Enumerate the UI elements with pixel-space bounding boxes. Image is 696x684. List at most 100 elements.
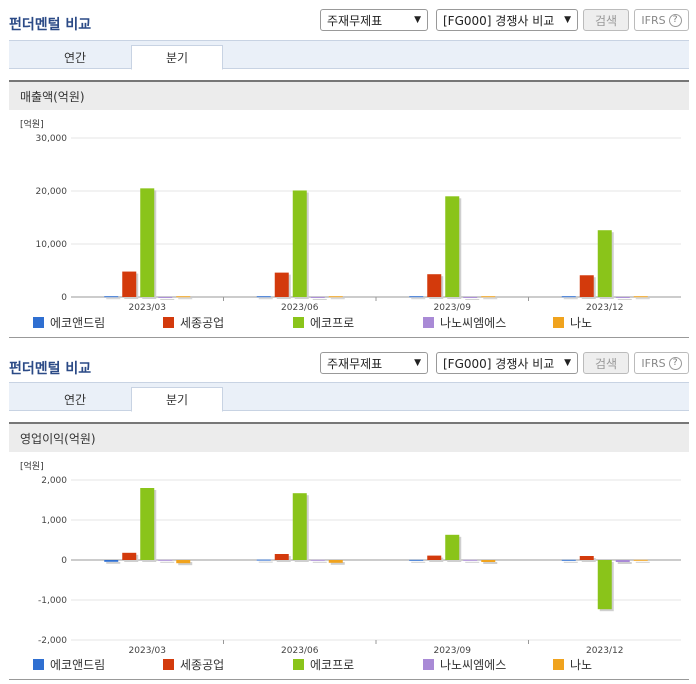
y-tick-label: 0 <box>61 293 67 303</box>
bar <box>176 296 191 298</box>
fundamental-panel-operating-income: 펀더멘털 비교 주재무제표 ▼ [FG000] 경쟁사 비교 ▼ 검색 IFRS… <box>0 342 696 684</box>
peer-select-value: [FG000] 경쟁사 비교 <box>443 356 555 371</box>
peer-select[interactable]: [FG000] 경쟁사 비교 ▼ <box>436 352 578 374</box>
legend-item[interactable]: 나노 <box>529 313 659 331</box>
bar <box>597 230 612 297</box>
legend-item[interactable]: 나노 <box>529 655 659 673</box>
metric-header: 매출액(억원) <box>9 80 689 110</box>
bar <box>633 559 648 561</box>
legend-swatch <box>423 316 434 328</box>
bar-shadow <box>160 298 175 300</box>
legend-label: 에코앤드림 <box>50 315 106 330</box>
bar-shadow <box>563 298 578 300</box>
bar-shadow <box>160 561 175 563</box>
search-button[interactable]: 검색 <box>583 9 629 31</box>
ifrs-help-button[interactable]: IFRS ? <box>634 9 689 31</box>
bar-shadow <box>330 298 345 300</box>
ifrs-label: IFRS <box>641 13 666 27</box>
tab-quarterly[interactable]: 분기 <box>131 45 223 70</box>
tab-quarterly[interactable]: 분기 <box>131 387 223 412</box>
ifrs-label: IFRS <box>641 356 666 370</box>
bar <box>561 296 576 298</box>
bar-shadow <box>178 298 193 300</box>
bar <box>104 560 119 562</box>
y-tick-label: -2,000 <box>38 636 67 646</box>
period-tabs: 연간 분기 <box>9 382 689 412</box>
bar <box>597 560 612 610</box>
bar <box>633 296 648 298</box>
bar <box>579 556 594 560</box>
legend-swatch <box>33 316 44 328</box>
bar-shadow <box>465 298 480 300</box>
bar <box>104 296 119 298</box>
panel-title: 펀더멘털 비교 <box>9 361 92 377</box>
chevron-down-icon: ▼ <box>414 358 421 368</box>
legend-item[interactable]: 세종공업 <box>139 655 269 673</box>
bar <box>445 196 460 297</box>
chart-legend: 에코앤드림 세종공업 에코프로 나노씨엠에스 나노 <box>9 655 689 673</box>
x-tick-label: 2023/12 <box>586 303 623 313</box>
bar <box>579 275 594 297</box>
legend-swatch <box>553 316 564 328</box>
y-tick-label: -1,000 <box>38 596 67 606</box>
legend-item[interactable]: 나노씨엠에스 <box>399 313 529 331</box>
bar <box>158 296 173 298</box>
y-tick-label: 10,000 <box>36 240 68 250</box>
bar <box>409 559 424 561</box>
bar-shadow <box>635 298 650 300</box>
bar <box>481 560 496 562</box>
peer-select[interactable]: [FG000] 경쟁사 비교 ▼ <box>436 9 578 31</box>
legend-item[interactable]: 에코프로 <box>269 655 399 673</box>
bar <box>256 559 271 561</box>
bar <box>176 560 191 564</box>
legend-item[interactable]: 에코앤드림 <box>9 313 139 331</box>
metric-label: 매출액(억원) <box>20 89 85 104</box>
legend-item[interactable]: 세종공업 <box>139 313 269 331</box>
operating-income-bar-chart: [억원] -2,000 -1,000 0 1,000 2,000 2023/03 2023/0… <box>20 460 681 656</box>
y-tick-label: 0 <box>61 556 67 566</box>
legend-item[interactable]: 에코앤드림 <box>9 655 139 673</box>
period-tabs: 연간 분기 <box>9 40 689 70</box>
legend-label: 세종공업 <box>180 657 225 672</box>
statement-select[interactable]: 주재무제표 ▼ <box>320 352 428 374</box>
legend-label: 나노씨엠에스 <box>440 315 507 330</box>
y-unit-label: [억원] <box>20 460 44 472</box>
divider <box>9 337 689 338</box>
tab-annual[interactable]: 연간 <box>63 393 87 407</box>
ifrs-help-button[interactable]: IFRS ? <box>634 352 689 374</box>
statement-select[interactable]: 주재무제표 ▼ <box>320 9 428 31</box>
bar-shadow <box>635 561 650 563</box>
bar <box>158 559 173 561</box>
statement-select-value: 주재무제표 <box>327 356 383 371</box>
chevron-down-icon: ▼ <box>564 15 571 25</box>
bar-shadow <box>617 562 632 564</box>
metric-header: 영업이익(억원) <box>9 422 689 452</box>
legend-item[interactable]: 나노씨엠에스 <box>399 655 529 673</box>
y-tick-label: 20,000 <box>36 187 68 197</box>
legend-label: 나노씨엠에스 <box>440 657 507 672</box>
panel-title: 펀더멘털 비교 <box>9 17 92 33</box>
bar-shadow <box>411 298 426 300</box>
y-unit-label: [억원] <box>20 118 44 130</box>
search-button[interactable]: 검색 <box>583 352 629 374</box>
bar-shadow <box>258 298 273 300</box>
legend-swatch <box>163 316 174 328</box>
chevron-down-icon: ▼ <box>414 15 421 25</box>
bar <box>409 296 424 298</box>
legend-label: 에코앤드림 <box>50 657 106 672</box>
x-tick-label: 2023/03 <box>129 303 166 313</box>
question-icon: ? <box>668 13 682 27</box>
legend-swatch <box>293 316 304 328</box>
tab-annual[interactable]: 연간 <box>63 51 87 65</box>
bar <box>274 554 289 560</box>
bar <box>427 274 442 297</box>
divider <box>9 679 689 680</box>
bar <box>463 296 478 298</box>
bar-shadow <box>312 298 327 300</box>
legend-item[interactable]: 에코프로 <box>269 313 399 331</box>
bar <box>615 560 630 562</box>
legend-swatch <box>553 658 564 670</box>
bar <box>561 559 576 561</box>
y-tick-label: 30,000 <box>36 134 68 144</box>
legend-swatch <box>163 658 174 670</box>
